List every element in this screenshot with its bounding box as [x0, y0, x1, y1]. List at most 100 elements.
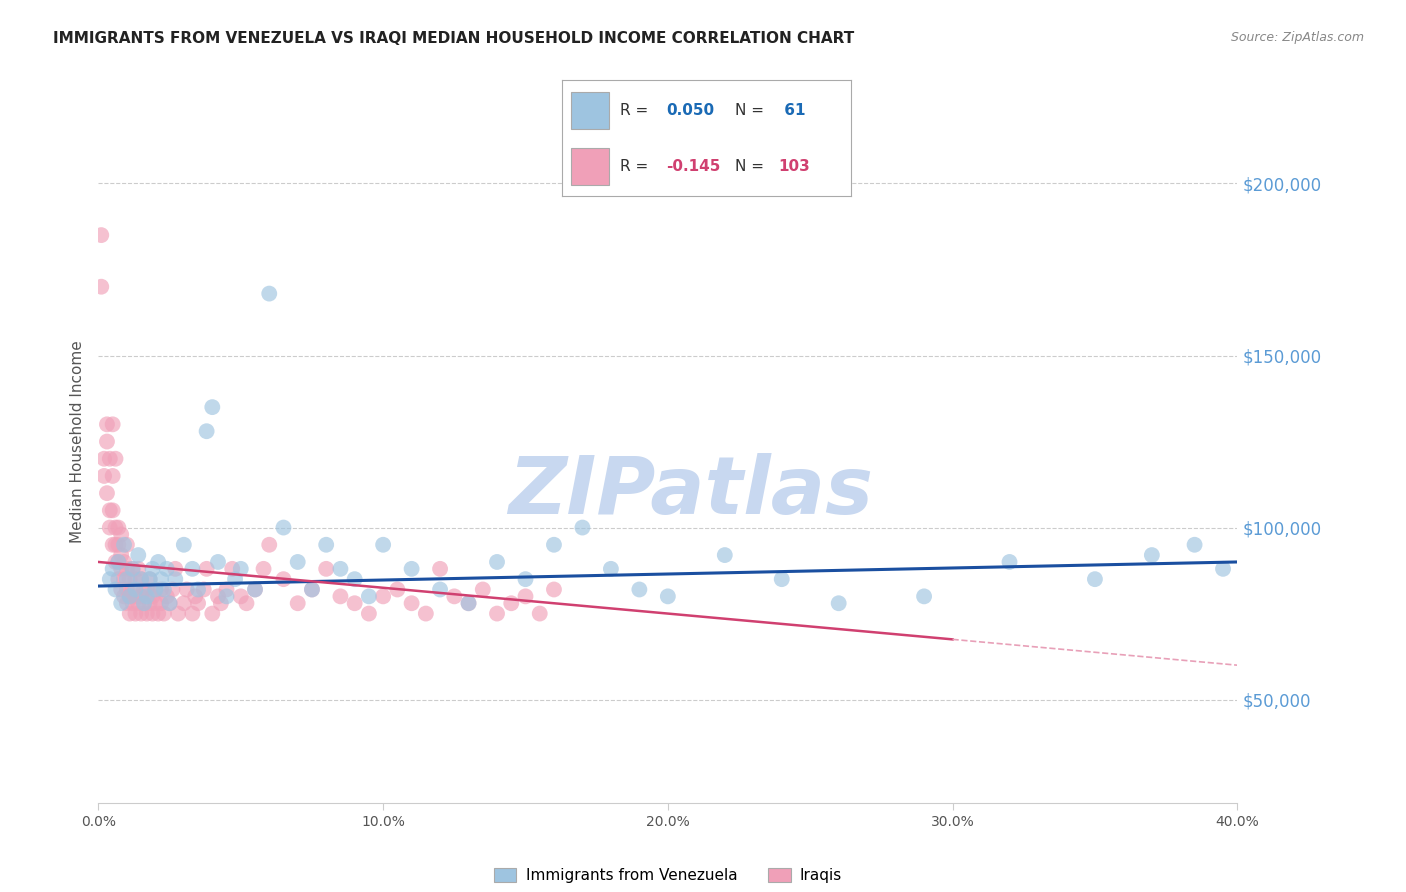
Point [301, 582, 323, 597]
Point [221, 562, 243, 576]
Point [373, 538, 395, 552]
Point [215, 582, 238, 597]
FancyBboxPatch shape [571, 92, 609, 129]
Point [259, 286, 281, 301]
Point [471, 582, 494, 597]
Point [1184, 538, 1206, 552]
Point [115, 562, 138, 576]
Point [998, 555, 1021, 569]
Point [98, 503, 121, 517]
Point [195, 562, 218, 576]
Point [115, 538, 138, 552]
Point [501, 596, 523, 610]
Point [141, 607, 163, 621]
Point [329, 590, 352, 604]
Text: 0.050: 0.050 [666, 103, 714, 118]
Point [135, 590, 157, 604]
Point [115, 596, 138, 610]
Point [121, 596, 143, 610]
Point [1212, 562, 1234, 576]
Point [148, 607, 170, 621]
Point [153, 607, 176, 621]
Point [127, 562, 149, 576]
Point [141, 562, 163, 576]
Point [145, 582, 167, 597]
Point [165, 562, 187, 576]
Point [127, 548, 149, 562]
Point [159, 596, 181, 610]
Point [110, 596, 132, 610]
Point [165, 572, 187, 586]
Point [110, 527, 132, 541]
Text: R =: R = [620, 159, 654, 174]
Point [96, 434, 118, 449]
Point [159, 596, 181, 610]
Point [124, 590, 146, 604]
Point [387, 582, 409, 597]
Point [181, 607, 204, 621]
Point [486, 607, 509, 621]
Point [132, 596, 155, 610]
Point [329, 562, 352, 576]
Point [657, 590, 679, 604]
Point [912, 590, 935, 604]
Point [1084, 572, 1107, 586]
Point [515, 590, 537, 604]
Point [135, 607, 157, 621]
Point [129, 590, 152, 604]
Point [173, 538, 195, 552]
Point [148, 555, 170, 569]
Point [132, 582, 155, 597]
Point [101, 469, 124, 483]
Point [124, 607, 146, 621]
Point [145, 582, 167, 597]
Point [457, 596, 479, 610]
Point [207, 590, 229, 604]
Point [628, 582, 651, 597]
Point [124, 572, 146, 586]
Point [101, 503, 124, 517]
Point [357, 590, 380, 604]
Point [93, 469, 115, 483]
Point [121, 562, 143, 576]
Point [195, 424, 218, 438]
Text: IMMIGRANTS FROM VENEZUELA VS IRAQI MEDIAN HOUSEHOLD INCOME CORRELATION CHART: IMMIGRANTS FROM VENEZUELA VS IRAQI MEDIA… [53, 31, 855, 46]
Point [1140, 548, 1163, 562]
Point [118, 572, 141, 586]
Point [315, 538, 337, 552]
Point [259, 538, 281, 552]
Point [415, 607, 437, 621]
Point [184, 590, 207, 604]
Point [90, 228, 112, 243]
Point [129, 572, 152, 586]
Point [107, 520, 129, 534]
Point [121, 582, 143, 597]
Point [110, 548, 132, 562]
Point [104, 555, 127, 569]
Text: R =: R = [620, 103, 654, 118]
Point [515, 572, 537, 586]
Point [96, 486, 118, 500]
Text: 103: 103 [779, 159, 810, 174]
Point [828, 596, 851, 610]
Point [112, 590, 135, 604]
Point [101, 417, 124, 432]
Point [132, 596, 155, 610]
Point [107, 572, 129, 586]
Y-axis label: Median Household Income: Median Household Income [69, 340, 84, 543]
Point [90, 279, 112, 293]
Point [207, 555, 229, 569]
Point [141, 590, 163, 604]
Point [243, 582, 266, 597]
Point [770, 572, 793, 586]
Point [129, 572, 152, 586]
Point [571, 520, 593, 534]
Point [138, 572, 160, 586]
Point [107, 538, 129, 552]
Point [156, 562, 179, 576]
Text: N =: N = [735, 159, 769, 174]
Point [110, 562, 132, 576]
Point [373, 590, 395, 604]
Point [115, 582, 138, 597]
Text: -0.145: -0.145 [666, 159, 720, 174]
